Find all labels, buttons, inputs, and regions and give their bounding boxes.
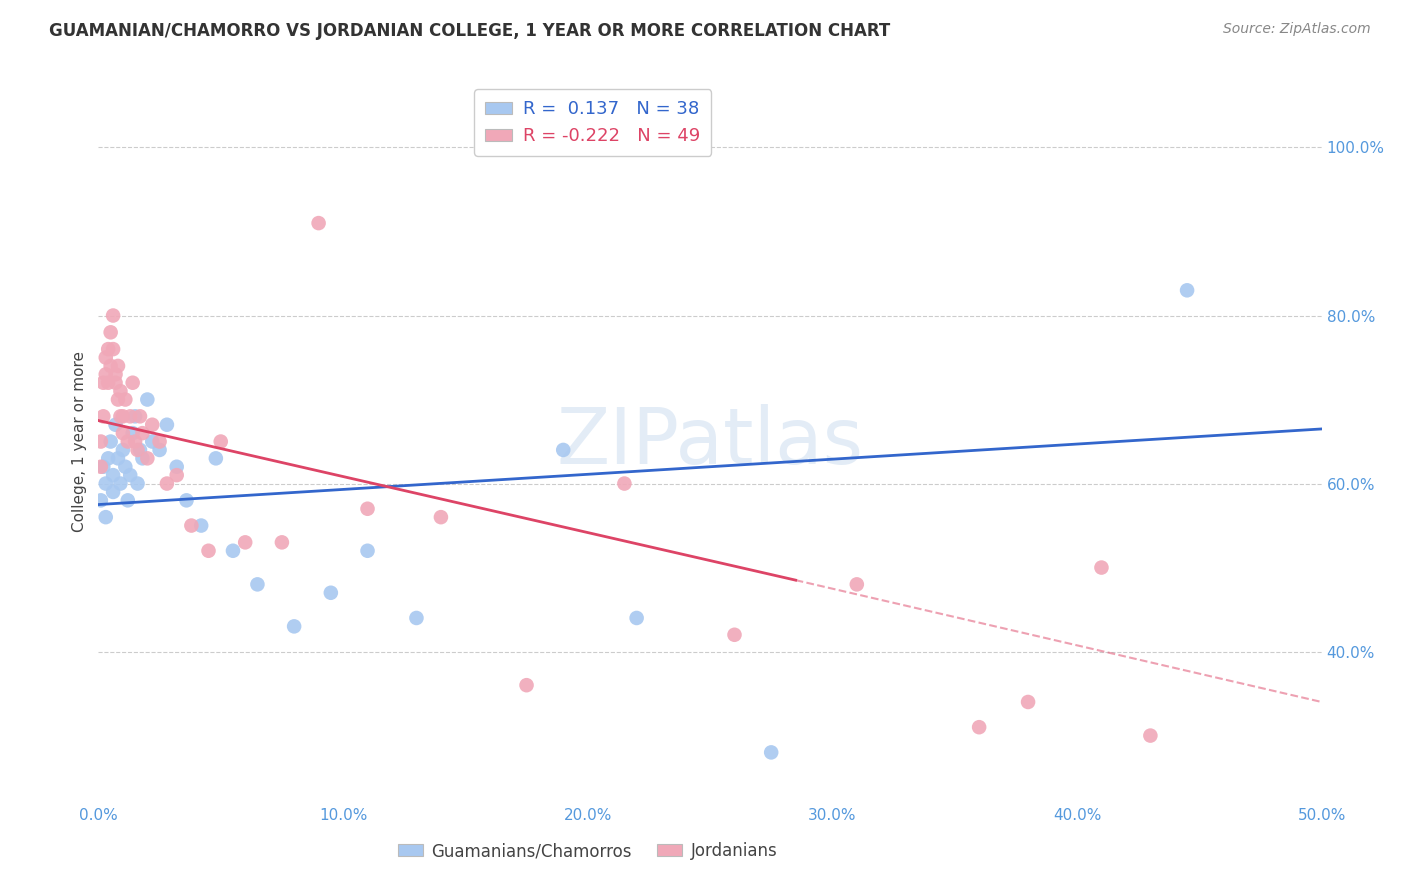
Point	[515, 678, 537, 692]
Point	[149, 434, 172, 449]
Point	[107, 392, 129, 407]
Point	[101, 485, 124, 500]
Point	[430, 510, 453, 524]
Point	[107, 359, 129, 373]
Point	[222, 543, 245, 558]
Point	[121, 426, 143, 441]
Point	[110, 409, 132, 424]
Point	[197, 543, 219, 558]
Point	[100, 326, 122, 340]
Point	[270, 535, 294, 549]
Point	[1175, 283, 1198, 297]
Point	[723, 628, 745, 642]
Point	[97, 451, 120, 466]
Point	[356, 543, 378, 558]
Point	[761, 745, 783, 759]
Point	[141, 417, 163, 432]
Point	[180, 518, 202, 533]
Point	[97, 376, 120, 390]
Point	[90, 493, 112, 508]
Point	[110, 476, 132, 491]
Point	[129, 409, 152, 424]
Text: ZIPatlas: ZIPatlas	[557, 403, 863, 480]
Point	[94, 510, 117, 524]
Point	[190, 518, 212, 533]
Point	[131, 426, 153, 441]
Point	[149, 442, 172, 457]
Point	[233, 535, 256, 549]
Point	[104, 376, 127, 390]
Point	[283, 619, 305, 633]
Point	[124, 409, 146, 424]
Point	[94, 368, 117, 382]
Point	[101, 309, 124, 323]
Point	[111, 409, 134, 424]
Point	[136, 451, 159, 466]
Point	[141, 434, 163, 449]
Point	[104, 368, 127, 382]
Point	[613, 476, 636, 491]
Text: GUAMANIAN/CHAMORRO VS JORDANIAN COLLEGE, 1 YEAR OR MORE CORRELATION CHART: GUAMANIAN/CHAMORRO VS JORDANIAN COLLEGE,…	[49, 22, 890, 40]
Point	[1139, 729, 1161, 743]
Point	[319, 586, 342, 600]
Point	[97, 342, 120, 356]
Point	[94, 351, 117, 365]
Point	[114, 459, 136, 474]
Point	[845, 577, 868, 591]
Point	[117, 434, 139, 449]
Point	[405, 611, 427, 625]
Point	[308, 216, 330, 230]
Point	[104, 417, 127, 432]
Point	[967, 720, 990, 734]
Point	[100, 359, 122, 373]
Point	[166, 468, 188, 483]
Point	[129, 442, 152, 457]
Point	[1017, 695, 1039, 709]
Point	[156, 476, 179, 491]
Point	[94, 476, 117, 491]
Point	[107, 451, 129, 466]
Point	[114, 392, 136, 407]
Point	[120, 409, 142, 424]
Point	[356, 501, 378, 516]
Point	[209, 434, 232, 449]
Point	[111, 442, 134, 457]
Y-axis label: College, 1 year or more: College, 1 year or more	[72, 351, 87, 532]
Point	[111, 426, 134, 441]
Point	[205, 451, 228, 466]
Point	[1090, 560, 1112, 574]
Point	[553, 442, 575, 457]
Point	[91, 409, 114, 424]
Point	[156, 417, 179, 432]
Point	[117, 493, 139, 508]
Point	[127, 476, 149, 491]
Point	[100, 434, 122, 449]
Point	[90, 434, 112, 449]
Point	[101, 342, 124, 356]
Point	[90, 459, 112, 474]
Point	[120, 468, 142, 483]
Text: Source: ZipAtlas.com: Source: ZipAtlas.com	[1223, 22, 1371, 37]
Point	[127, 442, 149, 457]
Point	[121, 376, 143, 390]
Point	[110, 384, 132, 398]
Point	[101, 468, 124, 483]
Point	[246, 577, 269, 591]
Point	[91, 376, 114, 390]
Point	[166, 459, 188, 474]
Legend: Guamanians/Chamorros, Jordanians: Guamanians/Chamorros, Jordanians	[392, 836, 783, 867]
Point	[91, 459, 114, 474]
Point	[626, 611, 648, 625]
Point	[136, 392, 159, 407]
Point	[124, 434, 146, 449]
Point	[176, 493, 198, 508]
Point	[131, 451, 153, 466]
